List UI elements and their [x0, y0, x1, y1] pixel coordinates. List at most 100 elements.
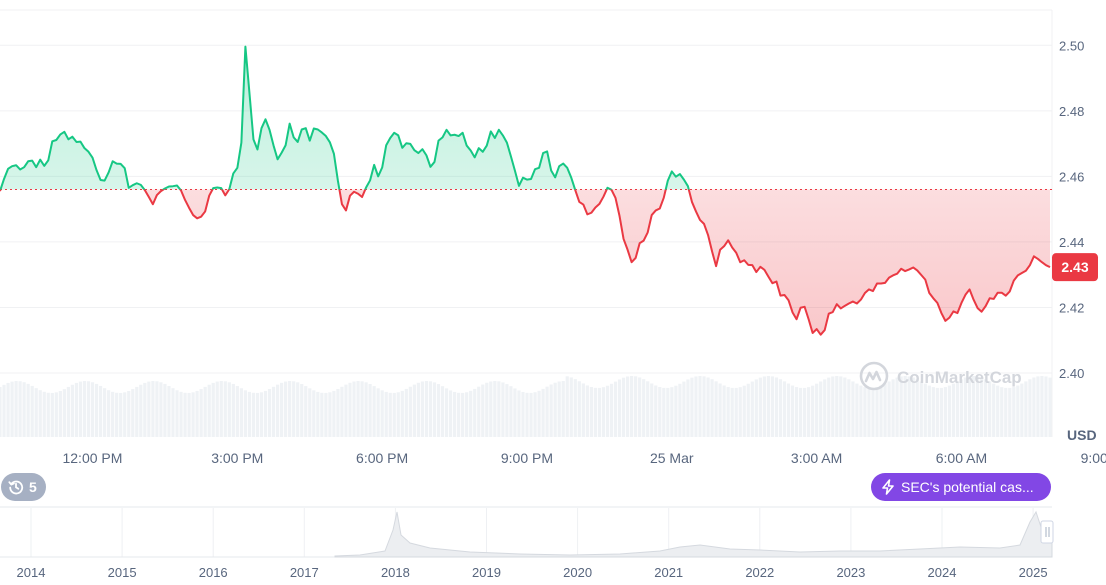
volume-bar [215, 381, 219, 437]
volume-bar [38, 390, 42, 437]
volume-bar [284, 381, 288, 437]
volume-bar [34, 388, 38, 437]
volume-bar [18, 381, 22, 437]
volume-bar [412, 384, 416, 437]
history-count: 5 [29, 479, 37, 495]
y-tick-label: 2.44 [1059, 235, 1084, 250]
history-icon [8, 480, 24, 495]
price-line-above [0, 45, 690, 190]
volume-bar [22, 382, 26, 437]
volume-bar [364, 382, 368, 437]
volume-bar [915, 379, 919, 437]
volume-bar [444, 388, 449, 437]
volume-bar [179, 391, 183, 437]
volume-bar [368, 384, 372, 437]
y-tick-label: 2.48 [1059, 104, 1084, 119]
volume-bar [863, 387, 867, 437]
y-axis: 2.50 2.48 2.46 2.44 2.42 2.40 [1059, 38, 1084, 381]
volume-bar [807, 387, 811, 437]
volume-bar [50, 392, 54, 437]
volume-bar [617, 379, 622, 437]
volume-bar [175, 390, 179, 437]
volume-bar [62, 389, 66, 437]
volume-bar [316, 391, 320, 437]
volume-bar [360, 381, 364, 437]
volume-bar [670, 387, 674, 437]
volume-bar [2, 384, 6, 437]
volume-bar [895, 377, 899, 437]
volume-bar [597, 387, 602, 437]
volume-bar [436, 384, 441, 437]
volume-bar [847, 379, 851, 437]
volume-bar [171, 388, 175, 437]
volume-bar [469, 390, 473, 437]
navigator-year-label: 2015 [108, 565, 137, 580]
navigator-grid [0, 508, 1052, 558]
volume-bar [320, 392, 324, 437]
volume-bar [501, 382, 505, 437]
volume-bar [380, 390, 384, 437]
volume-bar [658, 387, 662, 437]
volume-bar [30, 385, 34, 437]
volume-bar [734, 387, 738, 437]
grid-lines [0, 9, 1053, 437]
volume-bar [682, 381, 686, 437]
volume-bar [851, 381, 855, 437]
volume-bar [1016, 385, 1020, 437]
volume-bar [593, 387, 598, 437]
volume-bar [959, 379, 964, 437]
volume-bar [899, 376, 903, 437]
volume-bar [943, 387, 948, 437]
volume-bar [947, 385, 952, 437]
volume-bar [517, 390, 521, 437]
news-event-button[interactable]: SEC's potential cas... [871, 473, 1051, 501]
volume-bar [710, 379, 714, 437]
navigator-year-label: 2025 [1019, 565, 1048, 580]
volume-bar [883, 383, 887, 437]
volume-bar [698, 376, 702, 437]
volume-bar [786, 383, 791, 437]
volume-bar [782, 381, 787, 437]
history-button[interactable]: 5 [1, 473, 46, 501]
volume-bar [143, 382, 147, 437]
volume-bar [477, 386, 481, 437]
volume-bar [255, 392, 260, 437]
volume-bar [219, 381, 223, 437]
volume-bar [336, 388, 340, 437]
volume-bar [58, 391, 62, 437]
range-navigator[interactable]: 2014 2015 2016 2017 2018 2019 2020 2021 2022 2023… [0, 506, 1054, 580]
volume-bar [328, 392, 332, 437]
volume-bar [457, 392, 461, 437]
navigator-history-area [334, 510, 1053, 558]
volume-bar [167, 385, 171, 437]
volume-bar [634, 376, 638, 437]
price-lines [0, 45, 1051, 336]
volume-bar [147, 381, 151, 437]
current-price-tag: 2.43 [1052, 253, 1098, 282]
y-tick-label: 2.42 [1059, 300, 1084, 315]
volume-bars [0, 376, 1052, 437]
volume-bar [975, 376, 980, 437]
volume-bar [907, 376, 911, 437]
volume-bar [46, 392, 50, 437]
volume-bar [642, 379, 646, 437]
navigator-handle[interactable] [1040, 520, 1054, 544]
volume-bar [585, 385, 589, 437]
volume-bar [714, 381, 718, 437]
coinmarketcap-logo-icon [859, 361, 889, 391]
volume-bar [1000, 387, 1004, 437]
volume-bar [537, 390, 541, 437]
x-tick-label: 12:00 PM [62, 450, 122, 466]
volume-bar [819, 381, 823, 437]
volume-bar [754, 379, 758, 437]
volume-bar [267, 389, 272, 437]
current-price-value: 2.43 [1061, 259, 1088, 275]
volume-bar [473, 388, 477, 437]
volume-bar [980, 377, 984, 437]
volume-bar [638, 377, 642, 437]
volume-bar [939, 387, 943, 437]
volume-bar [1044, 376, 1048, 437]
volume-bar [115, 392, 119, 437]
volume-bar [344, 384, 348, 437]
